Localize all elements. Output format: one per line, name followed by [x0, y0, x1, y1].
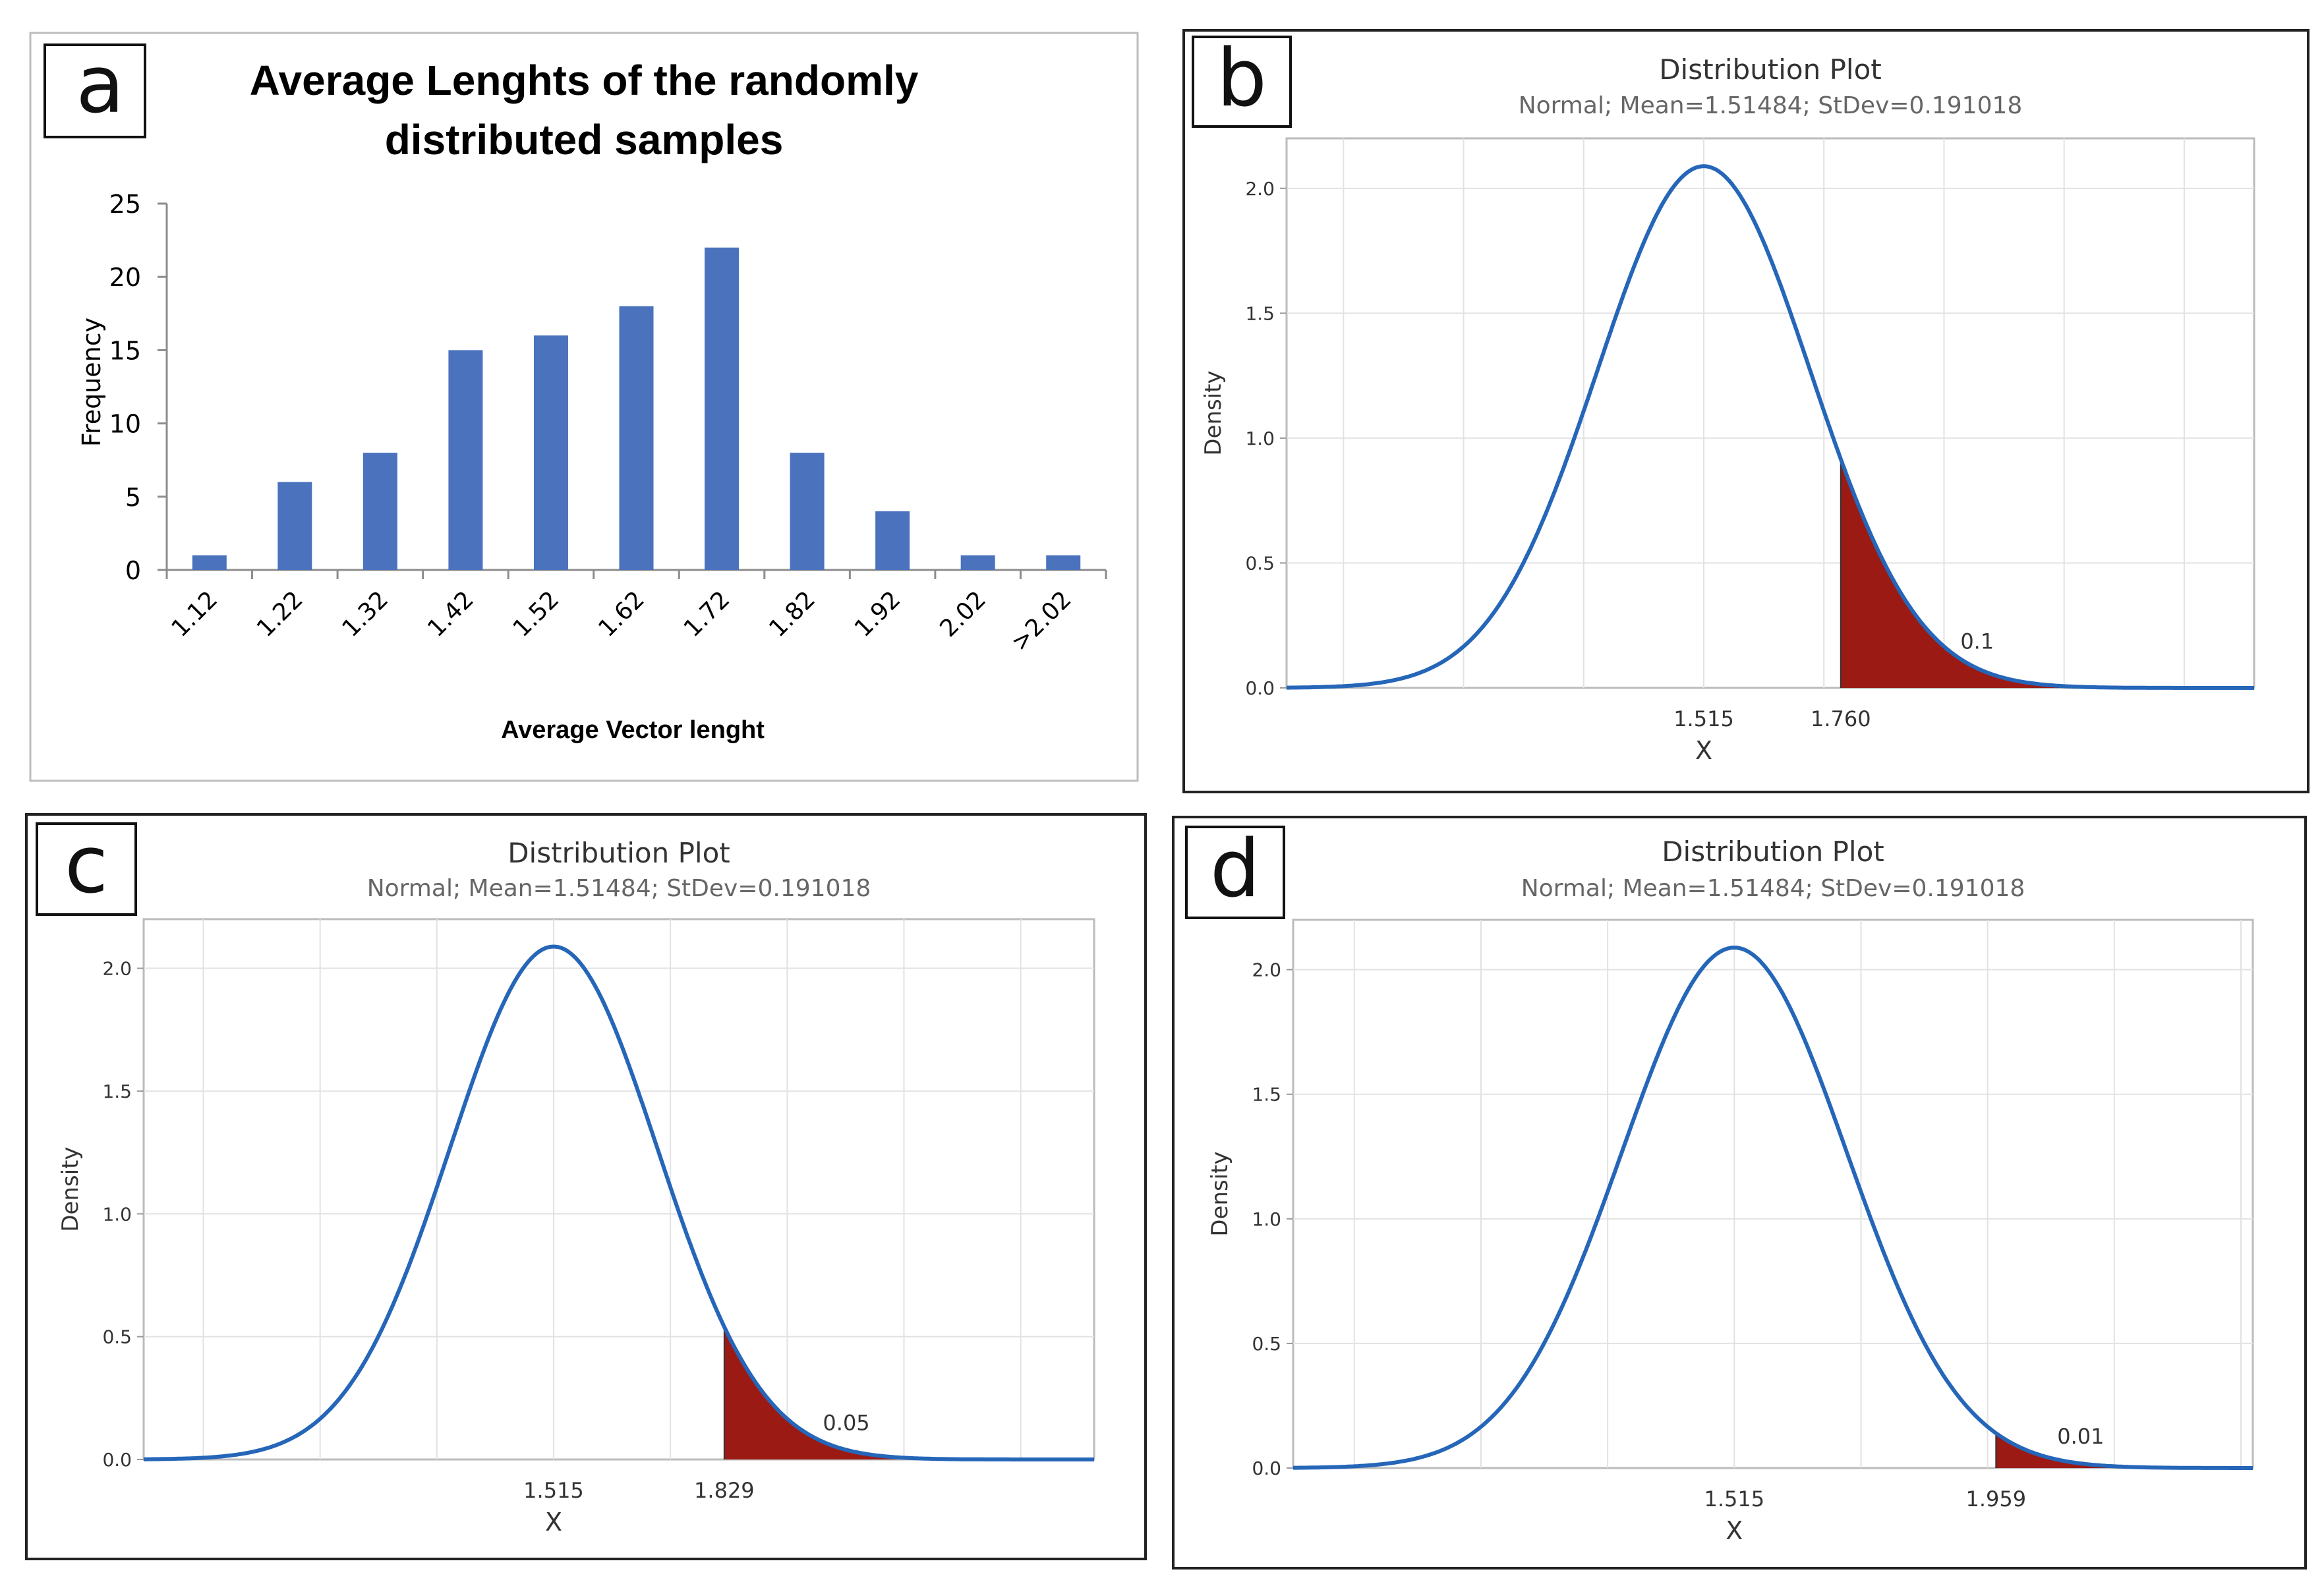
- y-tick-label: 15: [109, 336, 141, 365]
- bar-1.92: [875, 511, 910, 570]
- x-tick-label: 1.829: [694, 1478, 755, 1503]
- x-tick-label: 1.92: [850, 586, 906, 642]
- panel-c-frame: [25, 813, 1147, 1560]
- shaded-tail-region: [724, 1326, 1094, 1459]
- plot-area: [1292, 919, 2254, 1469]
- bar-1.62: [619, 306, 654, 570]
- y-tick-label: 0: [125, 556, 141, 585]
- bar-1.32: [363, 453, 397, 570]
- panel-a-frame: [29, 32, 1139, 782]
- bar-1.42: [448, 350, 483, 570]
- y-tick-label: 1.0: [102, 1203, 132, 1225]
- x-axis-title: X: [1726, 1516, 1743, 1545]
- bar-1.12: [192, 555, 227, 570]
- tail-area-label: 0.01: [2057, 1424, 2104, 1449]
- y-tick-label: 0.0: [1245, 677, 1275, 699]
- y-tick-label: 0.5: [1245, 552, 1275, 574]
- panel-c-label: c: [65, 820, 108, 911]
- panel-c-chart: Distribution Plot Normal; Mean=1.51484; S…: [57, 837, 1095, 1537]
- y-tick-label: 0.5: [102, 1326, 132, 1348]
- x-tick-label: 1.42: [422, 586, 479, 642]
- chart-title: Distribution Plot: [1662, 835, 1884, 868]
- panel-d-label-box: [1185, 826, 1285, 919]
- y-tick-label: 25: [109, 190, 141, 219]
- y-axis-title: Density: [1200, 370, 1227, 455]
- x-tick-label: 1.22: [252, 586, 308, 642]
- y-axis-title: Frequency: [77, 318, 106, 447]
- y-tick-label: 0.0: [102, 1449, 132, 1471]
- bar-1.52: [533, 335, 568, 570]
- y-tick-label: 0.5: [1252, 1333, 1281, 1355]
- tail-area-label: 0.1: [1960, 629, 1994, 654]
- chart-title: Distribution Plot: [508, 837, 730, 869]
- tail-area-label: 0.05: [823, 1410, 869, 1435]
- panel-a-label: a: [76, 40, 125, 131]
- bar-2.02: [960, 555, 995, 570]
- x-axis-title: X: [1695, 736, 1712, 765]
- x-tick-label: 2.02: [935, 586, 991, 642]
- panel-a-chart: Average Lenghts of the randomly distribut…: [77, 57, 1107, 744]
- x-tick-label: 1.82: [764, 586, 821, 642]
- panel-b-frame: [1182, 29, 2309, 793]
- x-axis-title: Average Vector lenght: [501, 716, 765, 744]
- plot-area: [1285, 137, 2255, 689]
- bar-1.72: [705, 247, 740, 570]
- x-tick-label: 1.62: [593, 586, 650, 642]
- bar->2.02: [1046, 555, 1081, 570]
- y-tick-label: 1.5: [1245, 302, 1275, 324]
- panel-d-frame: [1172, 816, 2307, 1570]
- y-tick-label: 1.0: [1245, 428, 1275, 449]
- y-tick-label: 1.5: [1252, 1084, 1281, 1106]
- plot-area: [142, 918, 1095, 1461]
- y-tick-label: 5: [125, 483, 141, 512]
- panel-a-label-box: [44, 43, 146, 138]
- panel-d-label: d: [1210, 824, 1260, 915]
- density-curve: [1287, 164, 2254, 690]
- x-tick-label: 1.959: [1965, 1486, 2026, 1512]
- x-tick-label: 1.515: [1673, 706, 1734, 731]
- x-tick-label: 1.72: [679, 586, 736, 642]
- y-tick-label: 20: [109, 263, 141, 292]
- y-tick-label: 10: [109, 410, 141, 439]
- panel-c-label-box: [36, 822, 137, 916]
- panel-b-label-box: [1192, 36, 1292, 128]
- y-tick-label: 2.0: [1245, 178, 1275, 200]
- density-curve: [144, 944, 1094, 1461]
- panel-b-chart: Distribution Plot Normal; Mean=1.51484; S…: [1200, 53, 2255, 765]
- y-axis-title: Density: [57, 1146, 84, 1231]
- chart-title: Distribution Plot: [1659, 53, 1882, 86]
- y-tick-label: 1.0: [1252, 1208, 1281, 1230]
- x-axis-title: X: [545, 1508, 562, 1537]
- shaded-tail-region: [1996, 1433, 2253, 1468]
- x-tick-label: 1.515: [1704, 1486, 1765, 1512]
- bar-1.82: [790, 453, 825, 570]
- shaded-tail-region: [1840, 459, 2254, 688]
- panel-d-chart: Distribution Plot Normal; Mean=1.51484; S…: [1207, 835, 2254, 1545]
- y-tick-label: 0.0: [1252, 1457, 1281, 1479]
- x-tick-label: 1.32: [337, 586, 394, 642]
- x-tick-label: 1.760: [1811, 706, 1871, 731]
- y-axis-title: Density: [1207, 1151, 1233, 1236]
- panel-b-label: b: [1217, 33, 1267, 125]
- x-tick-label: 1.12: [166, 586, 223, 642]
- chart-subtitle: Normal; Mean=1.51484; StDev=0.191018: [367, 875, 871, 902]
- x-tick-label: >2.02: [1006, 586, 1077, 656]
- bar-1.22: [277, 482, 312, 570]
- y-tick-label: 1.5: [102, 1081, 132, 1102]
- chart-title-line-2: distributed samples: [385, 116, 784, 163]
- chart-title-line-1: Average Lenghts of the randomly: [250, 57, 919, 104]
- y-tick-label: 2.0: [102, 958, 132, 980]
- chart-subtitle: Normal; Mean=1.51484; StDev=0.191018: [1521, 875, 2025, 902]
- chart-subtitle: Normal; Mean=1.51484; StDev=0.191018: [1519, 92, 2023, 119]
- x-tick-label: 1.515: [523, 1478, 584, 1503]
- x-tick-label: 1.52: [508, 586, 565, 642]
- y-tick-label: 2.0: [1252, 959, 1281, 981]
- density-curve: [1293, 946, 2253, 1470]
